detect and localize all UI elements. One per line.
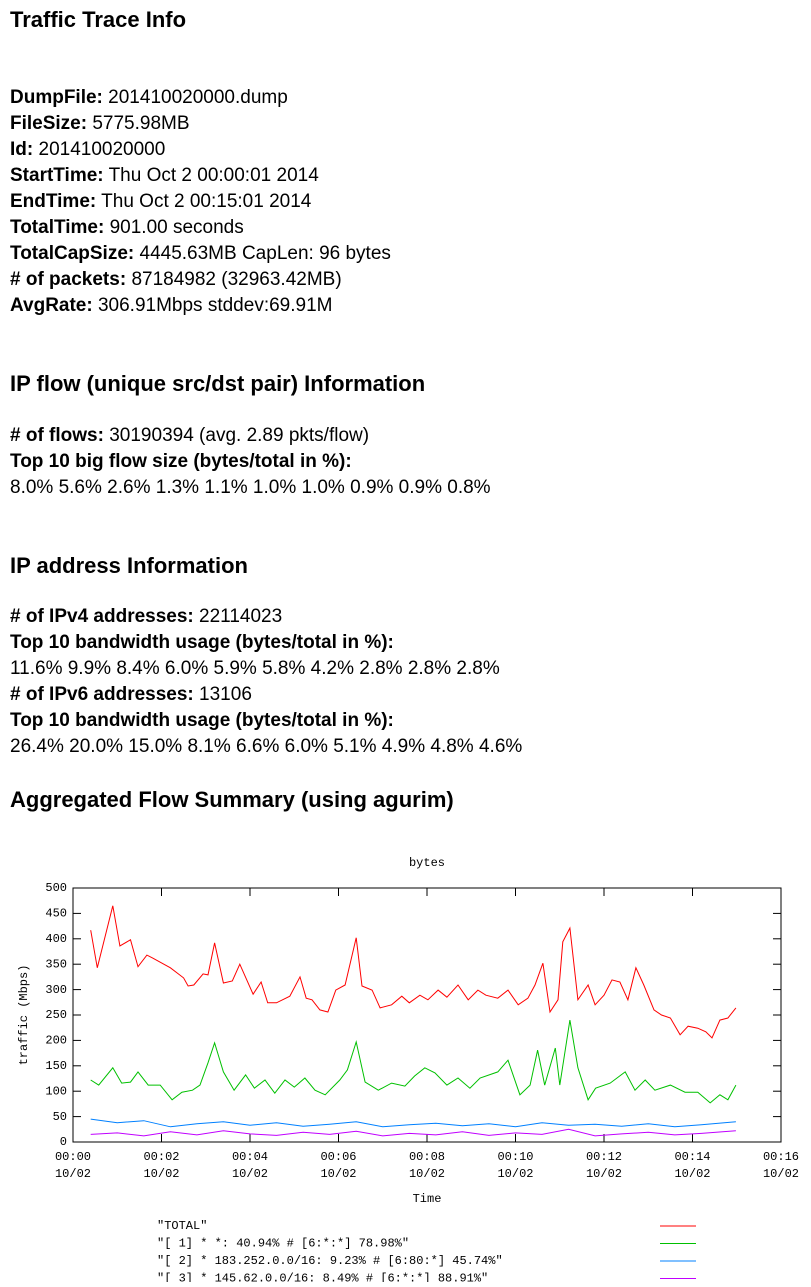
info-label: AvgRate: (10, 295, 93, 316)
info-value: 87184982 (32963.42MB) (131, 269, 342, 290)
info-value: 306.91Mbps stddev:69.91M (97, 295, 333, 316)
x-tick-label: 00:00 10/02 (54, 1150, 91, 1181)
info-value: 13106 (199, 684, 252, 705)
info-line: # of IPv4 addresses: 22114023 (10, 604, 522, 630)
x-tick-label: 00:06 10/02 (320, 1150, 357, 1181)
info-line: Top 10 big flow size (bytes/total in %): (10, 449, 491, 475)
y-tick-label: 300 (45, 983, 67, 997)
info-line: 8.0% 5.6% 2.6% 1.3% 1.1% 1.0% 1.0% 0.9% … (10, 475, 491, 501)
info-line: TotalCapSize: 4445.63MB CapLen: 96 bytes (10, 241, 391, 267)
info-value: 901.00 seconds (109, 217, 244, 238)
y-tick-label: 400 (45, 932, 67, 946)
info-value: 30190394 (avg. 2.89 pkts/flow) (109, 425, 370, 446)
info-value: 8.0% 5.6% 2.6% 1.3% 1.1% 1.0% 1.0% 0.9% … (10, 477, 491, 498)
info-line: Top 10 bandwidth usage (bytes/total in %… (10, 630, 522, 656)
section-heading: IP flow (unique src/dst pair) Informatio… (10, 371, 426, 396)
chart-svg: bytes Time traffic (Mbps) 0 50 100 150 200 250 30… (17, 856, 782, 1286)
info-label: # of packets: (10, 269, 127, 290)
info-line: # of IPv6 addresses: 13106 (10, 682, 522, 708)
series-line (90, 1020, 737, 1104)
info-line: # of flows: 30190394 (avg. 2.89 pkts/flo… (10, 423, 491, 449)
legend-label: "[ 2] * 183.252.0.0/16: 9.23% # [6:80:*]… (157, 1254, 503, 1268)
y-tick-label: 150 (45, 1059, 67, 1073)
info-block: # of IPv4 addresses: 22114023 Top 10 band… (10, 604, 522, 760)
info-line: StartTime: Thu Oct 2 00:00:01 2014 (10, 163, 391, 189)
y-tick-label: 200 (45, 1034, 67, 1048)
legend-label: "[ 1] * *: 40.94% # [6:*:*] 78.98%" (157, 1237, 409, 1251)
info-label: EndTime: (10, 191, 97, 212)
info-line: Id: 201410020000 (10, 137, 391, 163)
info-value: Thu Oct 2 00:00:01 2014 (108, 165, 319, 186)
y-tick-label: 250 (45, 1008, 67, 1022)
y-tick-label: 50 (53, 1110, 67, 1124)
chart-title: bytes (409, 856, 445, 870)
page-title: Traffic Trace Info (10, 7, 187, 32)
info-value: 26.4% 20.0% 15.0% 8.1% 6.6% 6.0% 5.1% 4.… (10, 736, 523, 757)
info-label: Id: (10, 139, 34, 160)
info-line: AvgRate: 306.91Mbps stddev:69.91M (10, 293, 391, 319)
plot-border (72, 887, 782, 1143)
info-line: TotalTime: 901.00 seconds (10, 215, 391, 241)
section-heading: Aggregated Flow Summary (using agurim) (10, 787, 454, 812)
info-block: DumpFile: 201410020000.dump FileSize: 577… (10, 85, 391, 319)
info-value: 201410020000 (38, 139, 166, 160)
y-tick-label: 0 (60, 1135, 67, 1149)
legend-label: "TOTAL" (157, 1219, 207, 1233)
info-label: TotalTime: (10, 217, 105, 238)
info-label: DumpFile: (10, 87, 103, 108)
info-label: # of flows: (10, 425, 104, 446)
series-line (90, 1128, 736, 1137)
info-line: FileSize: 5775.98MB (10, 111, 391, 137)
section-heading: IP address Information (10, 553, 248, 578)
info-value: 201410020000.dump (108, 87, 288, 108)
info-label: Top 10 bandwidth usage (bytes/total in %… (10, 632, 394, 653)
chart: bytes Time traffic (Mbps) 0 50 100 150 200 250 30… (0, 850, 811, 1286)
y-tick-label: 350 (45, 957, 67, 971)
info-block: # of flows: 30190394 (avg. 2.89 pkts/flo… (10, 423, 491, 501)
series-line (90, 1118, 736, 1128)
x-tick-label: 00:10 10/02 (497, 1150, 534, 1181)
info-label: StartTime: (10, 165, 104, 186)
y-axis-label: traffic (Mbps) (17, 965, 31, 1066)
info-label: FileSize: (10, 113, 88, 134)
x-tick-label: 00:08 10/02 (408, 1150, 445, 1181)
info-label: Top 10 bandwidth usage (bytes/total in %… (10, 710, 394, 731)
info-value: 4445.63MB CapLen: 96 bytes (139, 243, 391, 264)
info-label: Top 10 big flow size (bytes/total in %): (10, 451, 352, 472)
info-line: EndTime: Thu Oct 2 00:15:01 2014 (10, 189, 391, 215)
info-line: # of packets: 87184982 (32963.42MB) (10, 267, 391, 293)
x-axis-label: Time (413, 1192, 442, 1206)
info-line: 26.4% 20.0% 15.0% 8.1% 6.6% 6.0% 5.1% 4.… (10, 734, 522, 760)
info-label: # of IPv4 addresses: (10, 606, 194, 627)
y-tick-label: 450 (45, 907, 67, 921)
info-value: 5775.98MB (92, 113, 190, 134)
x-tick-label: 00:02 10/02 (143, 1150, 180, 1181)
info-label: # of IPv6 addresses: (10, 684, 194, 705)
info-value: Thu Oct 2 00:15:01 2014 (101, 191, 312, 212)
x-tick-label: 00:14 10/02 (674, 1150, 711, 1181)
x-tick-label: 00:12 10/02 (585, 1150, 622, 1181)
x-tick-label: 00:16 10/02 (762, 1150, 799, 1181)
info-line: DumpFile: 201410020000.dump (10, 85, 391, 111)
series-line (90, 905, 737, 1039)
info-line: 11.6% 9.9% 8.4% 6.0% 5.9% 5.8% 4.2% 2.8%… (10, 656, 522, 682)
info-value: 22114023 (199, 606, 283, 627)
info-value: 11.6% 9.9% 8.4% 6.0% 5.9% 5.8% 4.2% 2.8%… (10, 658, 500, 679)
info-line: Top 10 bandwidth usage (bytes/total in %… (10, 708, 522, 734)
y-tick-label: 500 (45, 881, 67, 895)
legend-label: "[ 3] * 145.62.0.0/16: 8.49% # [6:*:*] 8… (157, 1272, 488, 1282)
info-label: TotalCapSize: (10, 243, 135, 264)
x-tick-label: 00:04 10/02 (231, 1150, 268, 1181)
y-tick-label: 100 (45, 1084, 67, 1098)
